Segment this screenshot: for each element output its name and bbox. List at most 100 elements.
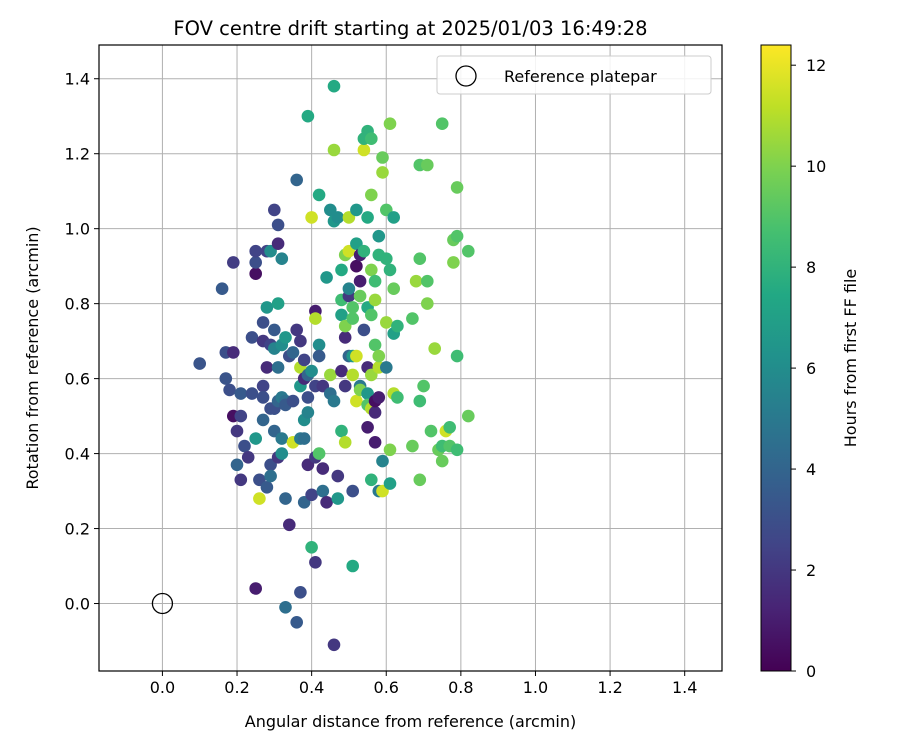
- data-point: [368, 436, 382, 449]
- data-point: [365, 188, 378, 202]
- data-point: [365, 473, 378, 487]
- data-point: [338, 379, 352, 393]
- data-point: [294, 334, 307, 348]
- data-point: [215, 282, 229, 296]
- data-point: [271, 361, 285, 374]
- data-point: [391, 391, 404, 404]
- data-point: [245, 387, 259, 400]
- data-point: [316, 484, 330, 498]
- data-points: [193, 79, 475, 652]
- data-point: [406, 439, 419, 453]
- data-point: [346, 301, 360, 314]
- y-tick-label: 0.4: [65, 445, 90, 464]
- data-point: [383, 117, 397, 130]
- colorbar-label: Hours from first FF file: [841, 269, 860, 448]
- data-point: [275, 252, 289, 265]
- legend-marker-icon: [455, 65, 477, 87]
- x-axis-label: Angular distance from reference (arcmin): [245, 712, 576, 731]
- colorbar-tick-label: 12: [806, 56, 826, 75]
- data-point: [279, 331, 292, 344]
- data-point: [312, 188, 326, 202]
- data-point: [275, 432, 289, 445]
- y-tick-label: 1.4: [65, 70, 90, 89]
- data-point: [335, 424, 348, 438]
- colorbar-tick-label: 6: [806, 359, 816, 378]
- data-point: [417, 379, 430, 393]
- data-point: [387, 211, 401, 224]
- data-point: [256, 379, 270, 393]
- colorbar-frame: [760, 44, 792, 672]
- data-point: [193, 357, 206, 370]
- data-point: [290, 616, 304, 629]
- data-point: [443, 421, 457, 434]
- data-point: [462, 244, 475, 258]
- data-point: [260, 481, 274, 494]
- data-point: [331, 211, 345, 224]
- data-point: [305, 211, 318, 224]
- data-point: [264, 469, 277, 483]
- data-point: [409, 274, 423, 288]
- y-tick-label: 0.6: [65, 370, 90, 389]
- colorbar-gradient: [761, 45, 791, 671]
- data-point: [376, 166, 389, 179]
- y-axis-label: Rotation from reference (arcmin): [23, 226, 42, 489]
- data-point: [249, 244, 262, 258]
- y-axis-ticks: 0.0 0.2 0.4 0.6 0.8 1.0 1.2 1.4: [65, 70, 99, 614]
- legend-box: [436, 55, 712, 95]
- data-point: [271, 218, 285, 232]
- data-point: [256, 391, 270, 404]
- x-tick-label: 1.2: [597, 678, 622, 697]
- plot-frame: [98, 44, 723, 672]
- colorbar-tick-label: 4: [806, 460, 816, 479]
- data-point: [406, 312, 419, 325]
- data-point: [383, 477, 397, 490]
- data-point: [421, 297, 434, 310]
- data-point: [365, 263, 378, 277]
- data-point: [227, 256, 240, 269]
- data-point: [230, 424, 244, 438]
- data-point: [305, 488, 318, 502]
- data-point: [353, 289, 367, 303]
- data-point: [305, 541, 318, 554]
- data-point: [268, 323, 281, 337]
- data-point: [383, 443, 397, 457]
- data-point: [223, 383, 236, 397]
- data-point: [309, 312, 322, 325]
- x-tick-label: 1.0: [523, 678, 548, 697]
- data-point: [350, 349, 363, 363]
- data-point: [413, 252, 427, 265]
- data-point: [327, 79, 341, 93]
- data-point: [342, 282, 356, 296]
- x-tick-label: 0.8: [448, 678, 473, 697]
- x-tick-label: 0.2: [224, 678, 249, 697]
- x-tick-label: 0.6: [374, 678, 399, 697]
- data-point: [268, 203, 281, 217]
- data-point: [305, 364, 318, 378]
- data-point: [301, 391, 315, 404]
- data-point: [279, 492, 292, 505]
- data-point: [286, 346, 300, 359]
- data-point: [383, 263, 397, 277]
- data-point: [350, 203, 363, 217]
- data-point: [297, 353, 311, 367]
- data-point: [297, 432, 311, 445]
- data-point: [230, 458, 244, 472]
- colorbar-tick-label: 2: [806, 561, 816, 580]
- data-point: [428, 342, 442, 355]
- chart-title: FOV centre drift starting at 2025/01/03 …: [173, 17, 647, 40]
- data-point: [421, 274, 434, 288]
- data-point: [227, 346, 240, 359]
- y-tick-label: 0.2: [65, 520, 90, 539]
- data-point: [380, 361, 393, 374]
- data-point: [413, 394, 427, 408]
- data-point: [290, 323, 304, 337]
- colorbar-tick-label: 8: [806, 258, 816, 277]
- data-point: [279, 601, 292, 614]
- data-point: [312, 447, 326, 460]
- data-point: [376, 151, 389, 164]
- data-point: [327, 394, 341, 408]
- data-point: [447, 256, 460, 269]
- data-point: [376, 454, 389, 468]
- data-point: [421, 158, 434, 172]
- data-point: [450, 443, 464, 457]
